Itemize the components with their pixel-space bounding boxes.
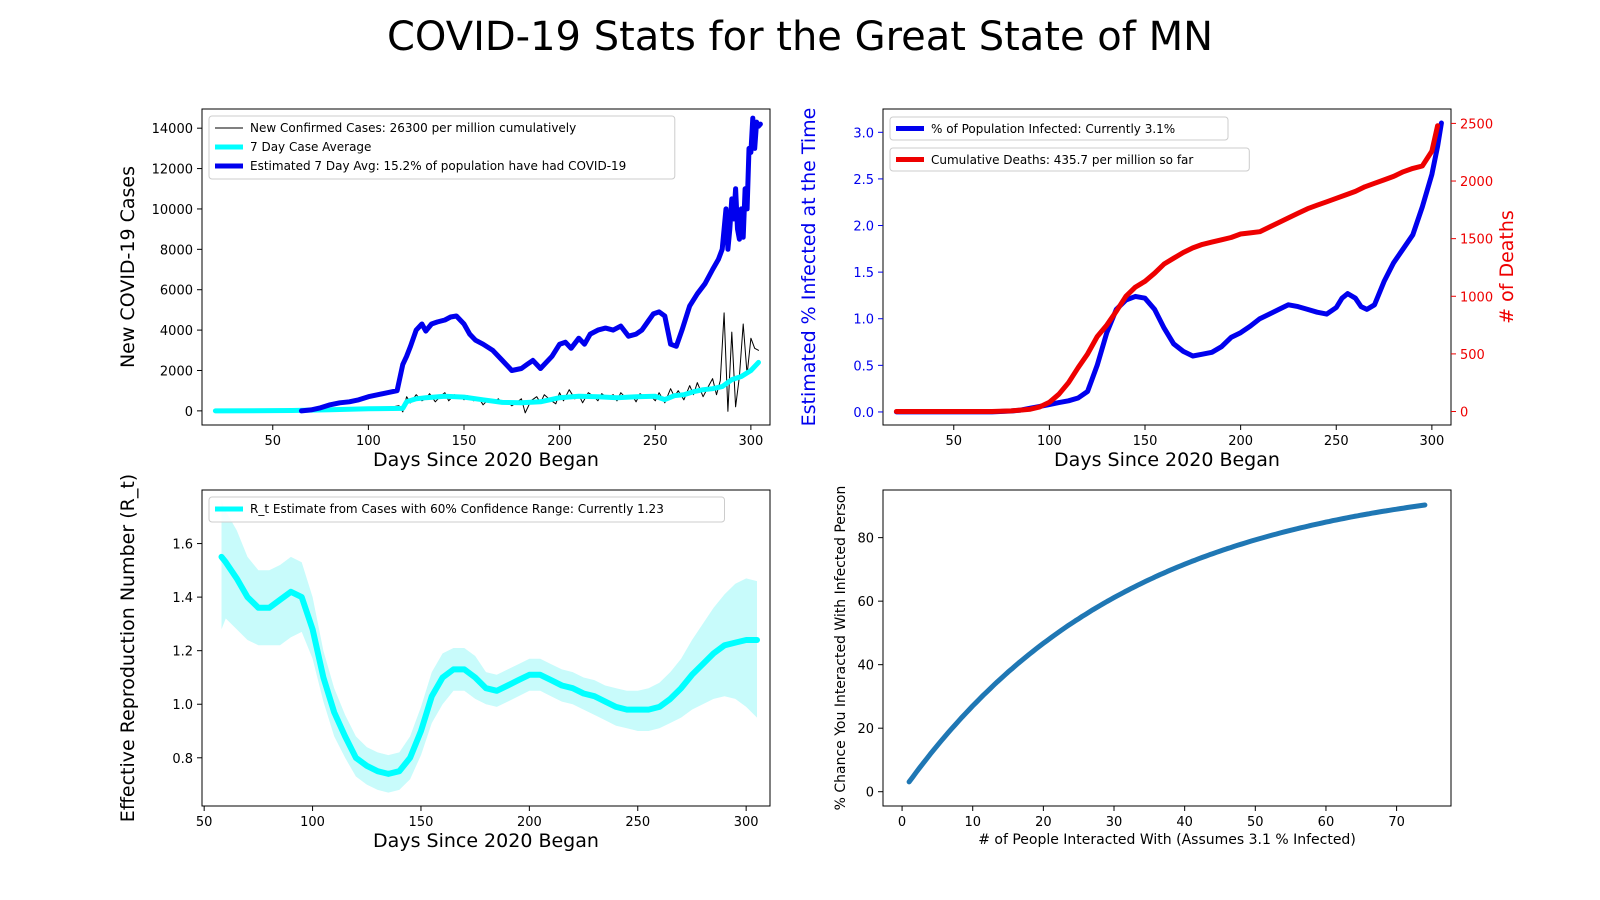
legend-box bbox=[208, 115, 676, 180]
axes-frame bbox=[882, 489, 1452, 807]
y-tick-label: 0.8 bbox=[172, 752, 193, 767]
y-tick-label: 1.2 bbox=[172, 645, 193, 660]
y-tick-label: 1.0 bbox=[853, 313, 874, 328]
y-tick-label: 2.5 bbox=[853, 173, 874, 188]
plot-area bbox=[212, 115, 763, 414]
x-tick-label: 40 bbox=[1176, 815, 1193, 830]
x-axis-label: Days Since 2020 Began bbox=[373, 830, 599, 852]
axes-frame bbox=[201, 108, 771, 426]
series-line-2 bbox=[212, 359, 761, 414]
x-tick-label: 200 bbox=[1228, 434, 1253, 449]
y-axis-label: Estimated % Infected at the Time bbox=[798, 108, 820, 427]
plot-area bbox=[218, 500, 760, 793]
x-tick-label: 50 bbox=[945, 434, 962, 449]
plot-area bbox=[906, 502, 1428, 785]
x-tick-label: 70 bbox=[1388, 815, 1405, 830]
y-tick-label: 1.6 bbox=[172, 538, 193, 553]
series-line-3 bbox=[298, 115, 763, 414]
confidence-band bbox=[221, 500, 757, 793]
y-right-tick-label: 500 bbox=[1460, 348, 1485, 363]
x-tick-label: 100 bbox=[356, 434, 381, 449]
y-tick-label: 4000 bbox=[160, 324, 193, 339]
x-tick-label: 200 bbox=[547, 434, 572, 449]
y-tick-label: 8000 bbox=[160, 243, 193, 258]
x-tick-label: 300 bbox=[1419, 434, 1444, 449]
y-tick-label: 1.5 bbox=[853, 266, 874, 281]
plot-area bbox=[893, 120, 1444, 415]
axes-frame bbox=[882, 108, 1452, 426]
y-right-tick-label: 2000 bbox=[1460, 175, 1493, 190]
x-tick-label: 20 bbox=[1035, 815, 1052, 830]
x-axis-label: Days Since 2020 Began bbox=[1054, 449, 1280, 471]
x-tick-label: 10 bbox=[964, 815, 981, 830]
legend-label: 7 Day Case Average bbox=[250, 140, 371, 154]
y-right-tick-label: 1000 bbox=[1460, 290, 1493, 305]
panel-2: 50 100 150 200 250 300 0.0 0.5 1.0 1.5 2.0 2.5 3.0 0 5… bbox=[798, 108, 1518, 471]
legend-label: Cumulative Deaths: 435.7 per million so … bbox=[931, 153, 1193, 167]
y-right-tick-label: 2500 bbox=[1460, 117, 1493, 132]
legend-box bbox=[889, 147, 1250, 172]
x-tick-label: 0 bbox=[898, 815, 906, 830]
y-tick-label: 0 bbox=[185, 405, 193, 420]
y-tick-label: 0.5 bbox=[853, 359, 874, 374]
x-tick-label: 150 bbox=[409, 815, 434, 830]
x-tick-label: 150 bbox=[452, 434, 477, 449]
x-tick-label: 250 bbox=[643, 434, 668, 449]
y-axis-label: New COVID-19 Cases bbox=[117, 166, 139, 368]
y-tick-label: 0.0 bbox=[853, 406, 874, 421]
series-line-1 bbox=[893, 120, 1444, 415]
legend-box bbox=[889, 116, 1229, 141]
figure-title: COVID-19 Stats for the Great State of MN bbox=[387, 14, 1213, 60]
x-tick-label: 100 bbox=[300, 815, 325, 830]
x-tick-label: 300 bbox=[734, 815, 759, 830]
x-tick-label: 50 bbox=[1247, 815, 1264, 830]
x-tick-label: 200 bbox=[517, 815, 542, 830]
y-right-tick-label: 0 bbox=[1460, 406, 1468, 421]
legend-label: New Confirmed Cases: 26300 per million c… bbox=[250, 121, 576, 135]
panel-3: 50 100 150 200 250 300 0.8 1.0 1.2 1.4 1.6 Days Sin… bbox=[117, 474, 771, 852]
y-tick-label: 40 bbox=[857, 659, 874, 674]
panel-4: 0 10 20 30 40 50 60 70 0 20 40 60 80 # of People Inte… bbox=[833, 486, 1452, 848]
panel-1: 50 100 150 200 250 300 0 2000 4000 6000 8000 10000 1… bbox=[117, 108, 771, 471]
y-tick-label: 80 bbox=[857, 532, 874, 547]
y-tick-label: 3.0 bbox=[853, 126, 874, 141]
series-line-2 bbox=[893, 123, 1441, 414]
y-tick-label: 0 bbox=[866, 786, 874, 801]
series-line-1 bbox=[218, 553, 760, 777]
x-tick-label: 60 bbox=[1318, 815, 1335, 830]
x-tick-label: 150 bbox=[1133, 434, 1158, 449]
legend-box bbox=[208, 496, 725, 523]
y-right-tick-label: 1500 bbox=[1460, 233, 1493, 248]
legend-label: Estimated 7 Day Avg: 15.2% of population… bbox=[250, 159, 626, 173]
axes-frame bbox=[201, 489, 771, 807]
x-tick-label: 250 bbox=[1324, 434, 1349, 449]
x-axis-label: # of People Interacted With (Assumes 3.1… bbox=[978, 832, 1356, 848]
x-tick-label: 300 bbox=[738, 434, 763, 449]
y-tick-label: 20 bbox=[857, 722, 874, 737]
y-tick-label: 1.4 bbox=[172, 591, 193, 606]
y-axis-label: Effective Reproduction Number (R_t) bbox=[117, 474, 139, 822]
y-tick-label: 60 bbox=[857, 595, 874, 610]
y-tick-label: 12000 bbox=[152, 163, 193, 178]
y-tick-label: 2000 bbox=[160, 364, 193, 379]
x-tick-label: 100 bbox=[1037, 434, 1062, 449]
y-tick-label: 1.0 bbox=[172, 698, 193, 713]
x-axis-label: Days Since 2020 Began bbox=[373, 449, 599, 471]
y-tick-label: 2.0 bbox=[853, 220, 874, 235]
y-tick-label: 6000 bbox=[160, 284, 193, 299]
x-tick-label: 30 bbox=[1106, 815, 1123, 830]
legend-label: R_t Estimate from Cases with 60% Confide… bbox=[250, 502, 664, 516]
x-tick-label: 250 bbox=[625, 815, 650, 830]
x-tick-label: 50 bbox=[264, 434, 281, 449]
legend-label: % of Population Infected: Currently 3.1% bbox=[931, 122, 1175, 136]
series-line-1 bbox=[906, 502, 1428, 785]
y-tick-label: 14000 bbox=[152, 122, 193, 137]
y-axis-label: % Chance You Interacted With Infected Pe… bbox=[833, 486, 849, 811]
x-tick-label: 50 bbox=[196, 815, 213, 830]
y-tick-label: 10000 bbox=[152, 203, 193, 218]
y-right-axis-label: # of Deaths bbox=[1496, 210, 1518, 324]
